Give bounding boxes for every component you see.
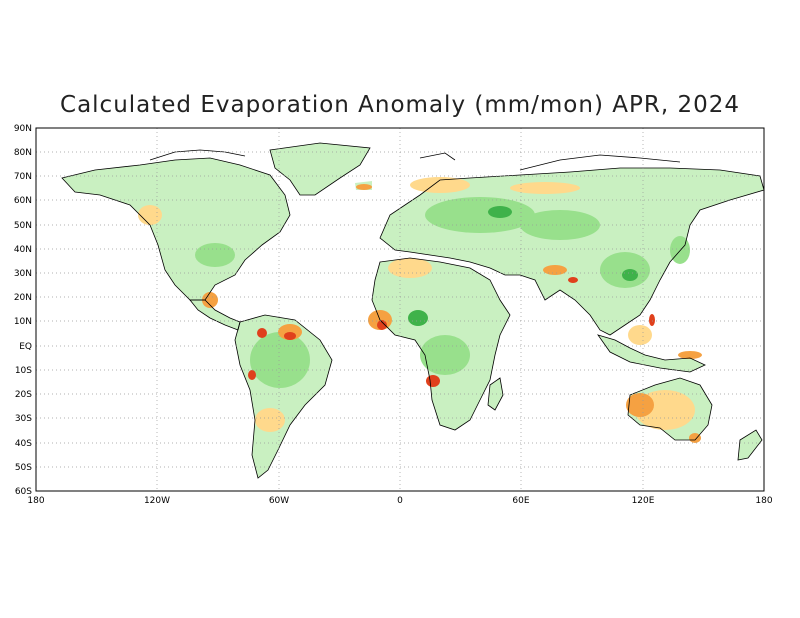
x-axis-labels: 180 120W 60W 0 60E 120E 180 <box>27 496 772 506</box>
anomaly-positive-strong <box>408 206 638 326</box>
y-tick-label: 40N <box>14 245 32 255</box>
y-tick-label: 20N <box>14 293 32 303</box>
y-tick-label: 90N <box>14 124 32 134</box>
x-tick-label: 180 <box>27 496 44 506</box>
y-tick-label: EQ <box>19 342 32 352</box>
anomaly-negative-strong <box>248 277 655 387</box>
y-tick-label: 30N <box>14 269 32 279</box>
y-tick-label: 40S <box>15 439 32 449</box>
x-tick-label: 180 <box>755 496 772 506</box>
y-tick-label: 60N <box>14 196 32 206</box>
x-tick-label: 60E <box>512 496 529 506</box>
y-tick-label: 60S <box>15 487 32 497</box>
y-tick-label: 50N <box>14 221 32 231</box>
y-axis-labels: 90N 80N 70N 60N 50N 40N 30N 20N 10N EQ 1… <box>14 124 32 497</box>
y-tick-label: 20S <box>15 390 32 400</box>
grid <box>36 128 764 491</box>
coastlines <box>61 142 765 479</box>
x-tick-label: 0 <box>397 496 403 506</box>
y-tick-label: 10S <box>15 366 32 376</box>
x-tick-label: 120W <box>144 496 170 506</box>
y-tick-label: 10N <box>14 317 32 327</box>
y-tick-label: 80N <box>14 148 32 158</box>
y-tick-label: 50S <box>15 463 32 473</box>
x-tick-label: 120E <box>632 496 655 506</box>
x-tick-label: 60W <box>269 496 289 506</box>
y-tick-label: 30S <box>15 414 32 424</box>
map-title: Calculated Evaporation Anomaly (mm/mon) … <box>60 92 740 118</box>
y-tick-label: 70N <box>14 172 32 182</box>
